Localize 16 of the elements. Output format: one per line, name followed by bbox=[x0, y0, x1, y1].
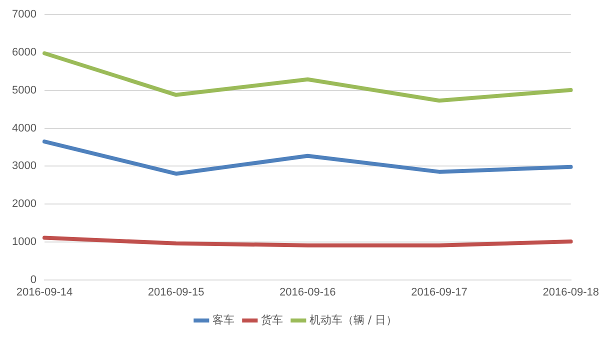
y-tick-label: 6000 bbox=[12, 46, 36, 59]
y-tick-label: 0 bbox=[30, 274, 36, 286]
x-tick-label: 2016-09-17 bbox=[411, 286, 468, 298]
x-tick-label: 2016-09-15 bbox=[148, 286, 204, 298]
y-tick-label: 7000 bbox=[12, 8, 36, 21]
legend-label: 货车 bbox=[260, 313, 283, 326]
legend-label: 客车 bbox=[212, 313, 234, 326]
x-tick-label: 2016-09-16 bbox=[280, 286, 336, 298]
y-tick-label: 3000 bbox=[12, 160, 36, 172]
y-tick-label: 2000 bbox=[12, 198, 36, 210]
y-tick-label: 4000 bbox=[12, 122, 36, 134]
y-tick-label: 1000 bbox=[12, 236, 36, 248]
legend-label: 机动车（辆 / 日） bbox=[309, 313, 398, 326]
y-tick-label: 5000 bbox=[12, 84, 36, 96]
x-tick-label: 2016-09-18 bbox=[542, 286, 600, 298]
x-tick-label: 2016-09-14 bbox=[16, 286, 73, 298]
